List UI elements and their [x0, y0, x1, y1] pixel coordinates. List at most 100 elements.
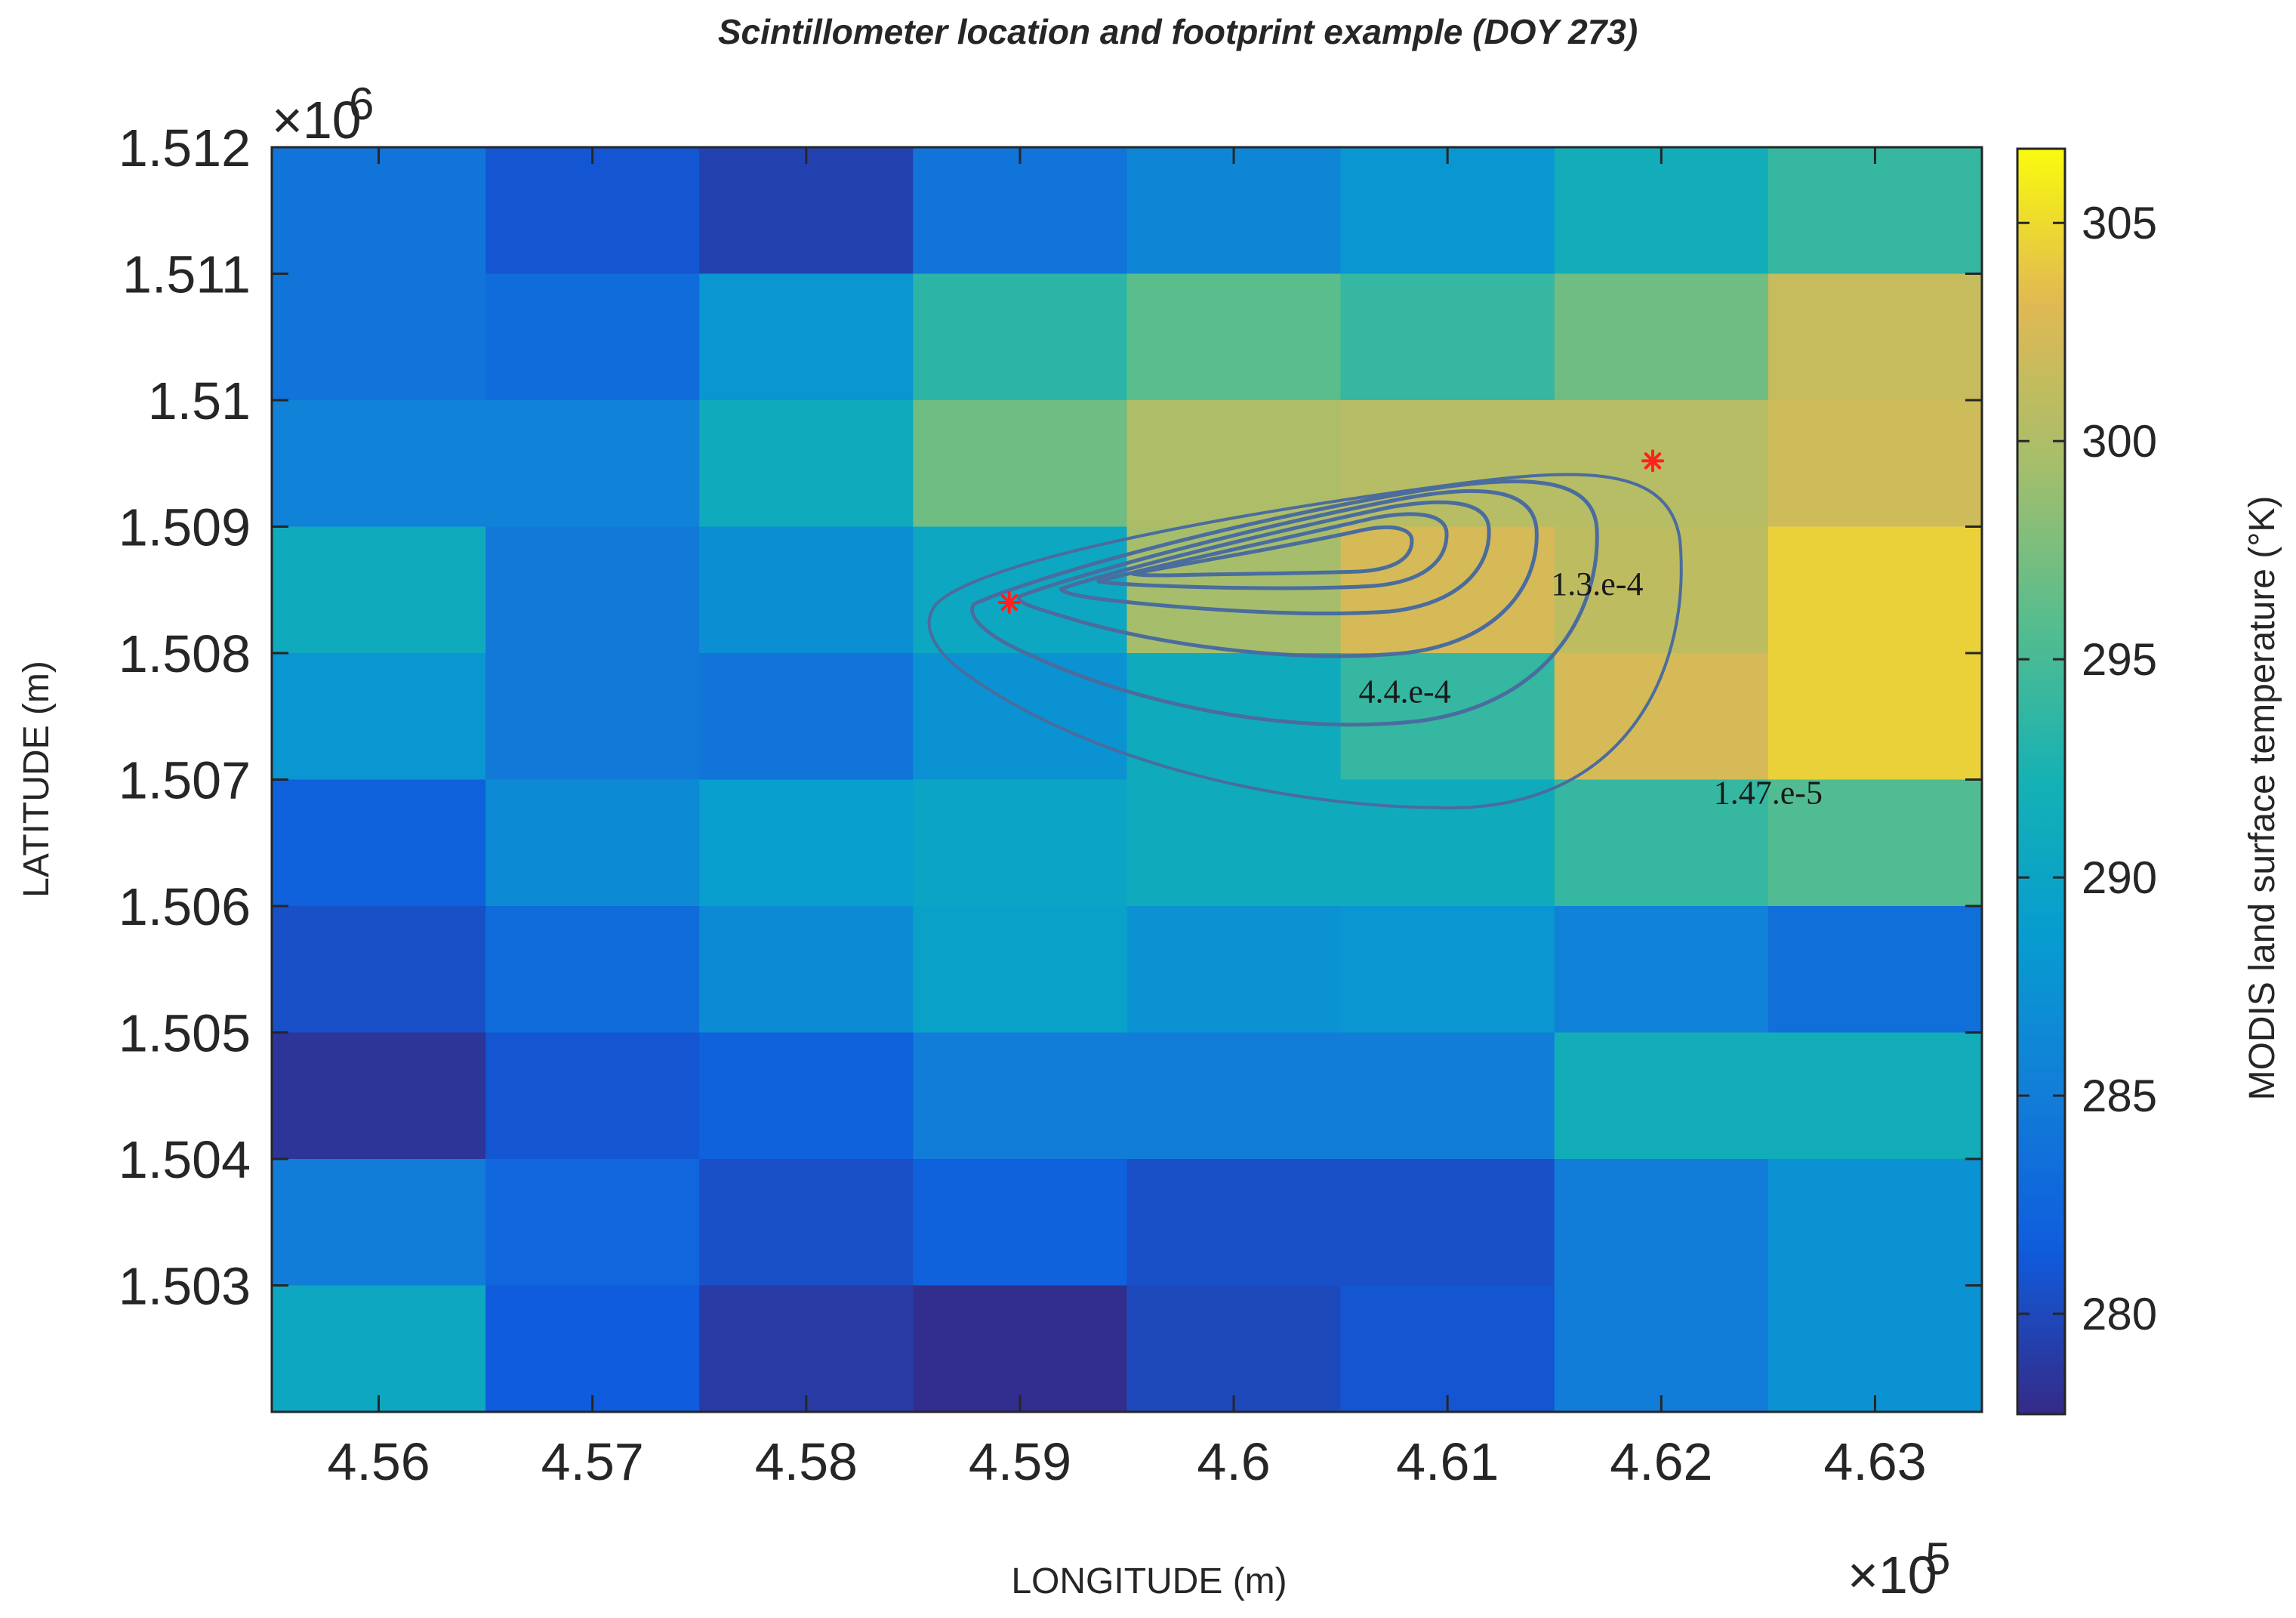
- heatmap-cell: [913, 147, 1128, 275]
- contour-label: 1.47.e-5: [1714, 774, 1823, 811]
- heatmap-cell: [1554, 779, 1769, 907]
- x-exponent-label: ×10 5: [1848, 1533, 1950, 1604]
- y-tick-label: 1.505: [119, 1004, 251, 1063]
- scintillometer-markers: [997, 449, 1664, 614]
- heatmap-cell: [272, 1285, 486, 1413]
- heatmap-cell: [1767, 1159, 1983, 1287]
- y-axis-ticks: 1.5031.5041.5051.5061.5071.5081.5091.511…: [119, 119, 1982, 1316]
- heatmap-cell: [1554, 1032, 1769, 1160]
- heatmap-cell: [699, 147, 914, 275]
- heatmap-cell: [485, 1159, 700, 1287]
- heatmap-cell: [272, 400, 486, 528]
- heatmap-cell: [1554, 273, 1769, 401]
- heatmap-cell: [699, 526, 914, 654]
- marker-stroke: [1000, 593, 1018, 612]
- heatmap-cell: [1767, 400, 1983, 528]
- heatmap-cell: [1126, 1285, 1342, 1413]
- heatmap-cell: [1340, 147, 1555, 275]
- heatmap-cell: [272, 906, 486, 1034]
- contour-label: 1.3.e-4: [1551, 566, 1643, 603]
- heatmap-cell: [485, 400, 700, 528]
- colorbar-tick-label: 290: [2082, 852, 2157, 903]
- x-tick-label: 4.59: [969, 1432, 1071, 1491]
- footprint-contour: [1096, 512, 1449, 590]
- heatmap-cell: [1767, 526, 1983, 654]
- heatmap-cell: [1767, 653, 1983, 781]
- heatmap-cell: [1767, 779, 1983, 907]
- footprint-contour: [1130, 525, 1414, 578]
- heatmap-cell: [1340, 1032, 1555, 1160]
- y-tick-label: 1.508: [119, 624, 251, 683]
- heatmap-cell: [913, 906, 1128, 1034]
- heatmap-cell: [699, 273, 914, 401]
- marker-stroke: [1644, 452, 1662, 470]
- heatmap-cell: [699, 1285, 914, 1413]
- colorbar-tick-label: 305: [2082, 198, 2157, 248]
- colorbar: 280 285 290 295 300 305 MODIS land surface te…: [2016, 147, 2282, 1416]
- heatmap-cell: [913, 400, 1128, 528]
- y-tick-label: 1.504: [119, 1130, 251, 1189]
- heatmap-cell: [913, 1032, 1128, 1160]
- y-tick-label: 1.51: [148, 371, 251, 430]
- heatmap-cell: [1767, 147, 1983, 275]
- colorbar-ramp: [2016, 147, 2066, 1416]
- x-tick-label: 4.63: [1823, 1432, 1926, 1491]
- colorbar-tick-label: 300: [2082, 416, 2157, 467]
- heatmap-cell: [913, 653, 1128, 781]
- x-exponent-power: 5: [1925, 1533, 1950, 1584]
- heatmap-cell: [272, 653, 486, 781]
- heatmap-cell: [699, 1032, 914, 1160]
- heatmap-cell: [699, 906, 914, 1034]
- x-axis-title: LONGITUDE (m): [1011, 1561, 1287, 1601]
- heatmap-cell: [485, 273, 700, 401]
- heatmap-cell: [485, 653, 700, 781]
- x-tick-label: 4.57: [541, 1432, 644, 1491]
- colorbar-title: MODIS land surface temperature (°K): [2242, 496, 2282, 1101]
- y-tick-label: 1.506: [119, 877, 251, 936]
- heatmap-cell: [1554, 147, 1769, 275]
- x-tick-label: 4.58: [755, 1432, 858, 1491]
- heatmap-cell: [913, 779, 1128, 907]
- footprint-contours: 1.47.e-5 4.4.e-4 1.3.e-4: [927, 473, 1823, 811]
- heatmap-cell: [485, 147, 700, 275]
- y-tick-label: 1.507: [119, 751, 251, 810]
- scintillometer-marker: [997, 591, 1021, 614]
- heatmap-cell: [1767, 906, 1983, 1034]
- heatmap-cell: [699, 400, 914, 528]
- heatmap-cell: [272, 1159, 486, 1287]
- heatmap-cell: [485, 1285, 700, 1413]
- heatmap-cell: [485, 1032, 700, 1160]
- footprint-contour: [1016, 488, 1539, 658]
- heatmap-cell: [1554, 906, 1769, 1034]
- x-tick-label: 4.56: [327, 1432, 430, 1491]
- x-axis-ticks: 4.56 4.57 4.58 4.59 4.6 4.61 4.62 4.63: [327, 147, 1927, 1491]
- heatmap-cell: [485, 526, 700, 654]
- heatmap-cell: [1554, 400, 1769, 528]
- heatmap-cell: [272, 1032, 486, 1160]
- heatmap-cell: [699, 779, 914, 907]
- heatmap-cell: [1554, 1159, 1769, 1287]
- heatmap-cell: [272, 273, 486, 401]
- heatmap-cell: [913, 1285, 1128, 1413]
- heatmap-cell: [1126, 1032, 1342, 1160]
- heatmap-cell: [1126, 1159, 1342, 1287]
- heatmap-cell: [1340, 1159, 1555, 1287]
- y-tick-label: 1.509: [119, 498, 251, 557]
- heatmap-cell: [1126, 400, 1342, 528]
- footprint-contour: [1059, 500, 1491, 615]
- scintillometer-marker: [1641, 449, 1664, 473]
- colorbar-tick-label: 285: [2082, 1071, 2157, 1121]
- x-tick-label: 4.61: [1396, 1432, 1499, 1491]
- contour-label: 4.4.e-4: [1358, 673, 1450, 710]
- heatmap-cell: [913, 273, 1128, 401]
- heatmap-cell: [699, 1159, 914, 1287]
- colorbar-ticks: 280 285 290 295 300 305: [2017, 198, 2157, 1339]
- heatmap-cells: [272, 147, 1983, 1413]
- heatmap-cell: [1340, 273, 1555, 401]
- colorbar-tick-label: 280: [2082, 1289, 2157, 1339]
- heatmap-cell: [699, 653, 914, 781]
- x-tick-label: 4.62: [1610, 1432, 1712, 1491]
- heatmap-cell: [1767, 1285, 1983, 1413]
